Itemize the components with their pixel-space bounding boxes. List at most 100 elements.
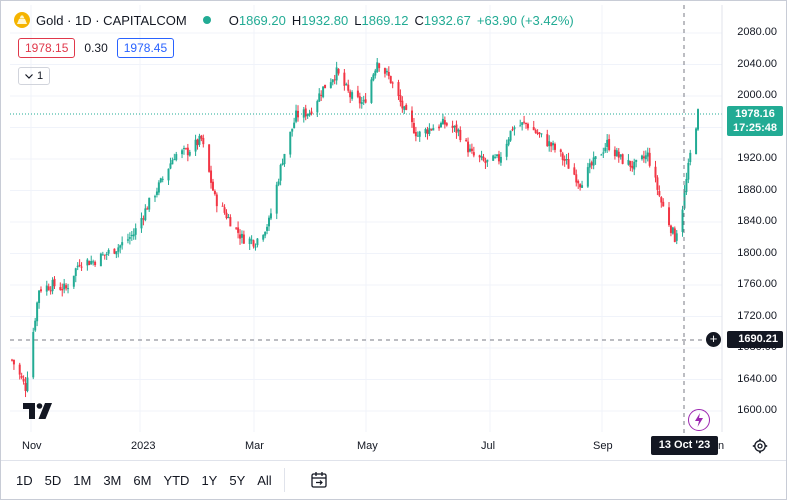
- candle-body: [335, 67, 338, 81]
- candle-body: [552, 143, 555, 146]
- change-value: +63.90 (+3.42%): [476, 12, 574, 28]
- price-axis-label: 1920.00: [737, 152, 777, 164]
- candle-body: [590, 162, 593, 166]
- range-button-1y[interactable]: 1Y: [201, 472, 218, 488]
- candle-body: [20, 375, 23, 378]
- candle-body: [586, 167, 589, 187]
- candle-body: [221, 205, 224, 207]
- gear-icon[interactable]: [752, 438, 768, 454]
- range-button-6m[interactable]: 6M: [133, 472, 152, 488]
- candle-body: [443, 120, 446, 125]
- candle-body: [61, 289, 64, 291]
- lightning-icon[interactable]: [688, 409, 710, 431]
- candle-body: [277, 181, 280, 185]
- candle-body: [403, 106, 406, 110]
- candle-body: [351, 92, 354, 99]
- candle-body: [697, 109, 699, 130]
- symbol-legend[interactable]: Gold · 1D · CAPITALCOM O 1869.20 H 1932.80…: [14, 11, 574, 29]
- candle-body: [266, 226, 269, 231]
- range-button-1d[interactable]: 1D: [16, 472, 33, 488]
- candle-body: [548, 141, 551, 147]
- candle-body: [11, 359, 13, 361]
- price-axis-label: 1760.00: [737, 278, 777, 290]
- candle-body: [658, 191, 661, 196]
- symbol-title[interactable]: Gold · 1D · CAPITALCOM: [36, 12, 187, 28]
- candle-body: [465, 139, 468, 141]
- candle-body: [347, 84, 350, 91]
- indicators-toggle-button[interactable]: 1: [18, 67, 50, 85]
- candle-body: [451, 125, 454, 128]
- range-button-3m[interactable]: 3M: [103, 472, 122, 488]
- candle-body: [374, 70, 377, 76]
- candle-body: [182, 147, 185, 149]
- candle-body: [146, 208, 149, 210]
- range-button-5d[interactable]: 5D: [44, 472, 62, 488]
- candle-body: [254, 246, 257, 248]
- candle-body: [689, 152, 692, 163]
- candle-body: [331, 79, 334, 83]
- tradingview-logo-icon[interactable]: [23, 403, 52, 419]
- candle-body: [416, 135, 419, 137]
- candle-body: [188, 151, 191, 156]
- candle-body: [65, 285, 68, 289]
- candle-body: [94, 261, 97, 266]
- candle-body: [248, 238, 251, 245]
- candle-body: [186, 147, 189, 156]
- candle-body: [90, 260, 93, 264]
- candle-body: [153, 196, 156, 198]
- candle-body: [646, 152, 649, 157]
- candle-body: [521, 122, 524, 125]
- range-button-1m[interactable]: 1M: [73, 472, 92, 488]
- candle-body: [59, 287, 62, 290]
- candle-body: [673, 228, 676, 242]
- candle-body: [550, 142, 553, 147]
- add-alert-plus-icon[interactable]: +: [706, 332, 721, 347]
- open-value: 1869.20: [238, 12, 286, 28]
- candle-body: [184, 148, 187, 150]
- candle-body: [660, 197, 663, 203]
- candle-body: [107, 249, 110, 254]
- candle-body: [198, 135, 201, 145]
- candle-body: [49, 290, 52, 292]
- candle-body: [538, 132, 541, 134]
- calendar-arrow-icon[interactable]: [309, 470, 329, 490]
- candle-body: [343, 72, 346, 86]
- candle-body: [72, 275, 75, 287]
- candle-body: [130, 235, 133, 237]
- range-button-ytd[interactable]: YTD: [163, 472, 190, 488]
- candle-body: [360, 102, 363, 104]
- candle-body: [38, 290, 41, 303]
- candle-body: [26, 377, 29, 392]
- candle-body: [432, 128, 435, 131]
- range-button-5y[interactable]: 5Y: [229, 472, 246, 488]
- date-range-buttons: 1D 5D 1M 3M 6M YTD 1Y 5Y All: [16, 473, 284, 488]
- candle-body: [668, 207, 671, 226]
- candle-body: [99, 253, 102, 267]
- candle-body: [615, 150, 618, 157]
- chevron-down-icon: [25, 73, 33, 79]
- candle-body: [293, 122, 296, 129]
- close-key: C: [414, 12, 424, 28]
- candle-body: [320, 94, 323, 96]
- candle-body: [308, 113, 311, 116]
- candle-body: [411, 110, 414, 123]
- candle-body: [546, 134, 549, 147]
- candle-body: [103, 254, 106, 256]
- candle-body: [414, 131, 417, 137]
- candle-body: [573, 167, 576, 175]
- range-button-all[interactable]: All: [257, 472, 272, 488]
- candle-body: [237, 227, 240, 233]
- candle-body: [256, 238, 259, 246]
- candle-body: [252, 240, 255, 247]
- candle-body: [128, 237, 131, 239]
- candle-body: [532, 127, 535, 131]
- buy-price-button[interactable]: 1978.45: [116, 38, 175, 58]
- candle-body: [430, 129, 433, 131]
- sell-price-button[interactable]: 1978.15: [18, 38, 76, 58]
- candle-body: [648, 152, 651, 166]
- chart-pane[interactable]: [0, 0, 787, 460]
- candle-body: [438, 126, 441, 129]
- candle-body: [121, 242, 124, 246]
- toolbar-divider: [283, 468, 285, 492]
- candle-body: [32, 332, 35, 378]
